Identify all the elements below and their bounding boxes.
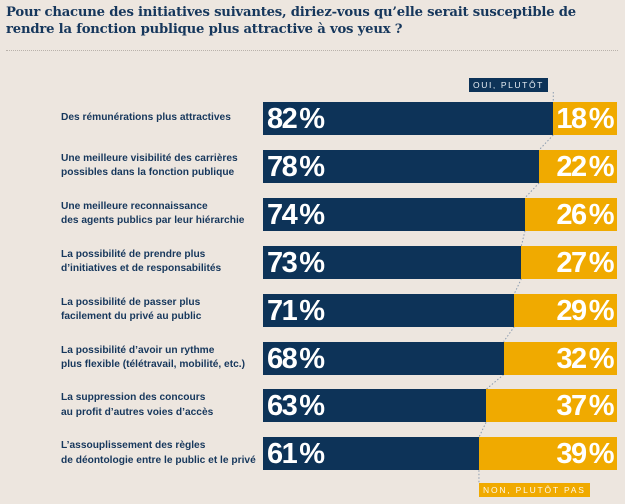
category-label-line: d’initiatives et de responsabilités: [61, 263, 222, 275]
legend-yes: OUI, PLUTÔT: [469, 78, 548, 92]
category-label: La possibilité de passer plus facilement …: [61, 294, 256, 327]
value-label-non: 26%: [556, 198, 615, 231]
percent-sign: %: [588, 438, 615, 471]
value-number: 68: [267, 342, 298, 375]
bar-non: 27%: [521, 245, 617, 279]
connector-line: [513, 278, 522, 294]
connector-line: [485, 374, 505, 390]
value-number: 78: [267, 150, 298, 183]
value-number: 22: [556, 150, 587, 183]
category-label: L’assouplissement des règles de déontolog…: [61, 437, 256, 470]
value-number: 82: [267, 103, 298, 135]
category-label-line: Des rémunérations plus attractives: [61, 112, 231, 124]
chart-title: Pour chacune des initiatives suivantes, …: [6, 5, 576, 37]
bar-non: 32%: [503, 341, 617, 375]
bar-oui: 68%: [263, 341, 504, 375]
connector-line: [520, 230, 526, 246]
connector-line: [503, 326, 515, 342]
percent-sign: %: [299, 198, 325, 231]
percent-sign: %: [299, 342, 325, 375]
category-label: Une meilleure visibilité des carrières po…: [61, 150, 256, 183]
value-number: 61: [267, 438, 298, 471]
bar-oui: 82%: [263, 102, 554, 135]
value-number: 26: [556, 198, 587, 231]
value-number: 29: [556, 294, 587, 327]
bar-non: 39%: [478, 437, 617, 471]
value-number: 18: [556, 103, 587, 135]
percent-sign: %: [299, 103, 325, 135]
percent-sign: %: [299, 246, 325, 279]
value-label-oui: 73%: [267, 246, 325, 279]
percent-sign: %: [299, 438, 325, 471]
value-label-non: 22%: [556, 150, 615, 183]
connector-line: [478, 422, 487, 438]
percent-sign: %: [299, 150, 325, 183]
value-label-non: 39%: [556, 437, 615, 471]
value-label-oui: 82%: [267, 102, 325, 135]
bar-oui: 78%: [263, 149, 540, 183]
category-label: Des rémunérations plus attractives: [61, 102, 256, 135]
category-label-line: L’assouplissement des règles: [61, 440, 206, 452]
value-label-non: 27%: [556, 246, 615, 279]
category-label: La suppression des concours au profit d’a…: [61, 389, 256, 422]
value-number: 74: [267, 198, 298, 231]
category-label-line: Une meilleure visibilité des carrières: [61, 152, 238, 164]
percent-sign: %: [588, 103, 615, 135]
category-label-line: possibles dans la fonction publique: [61, 167, 235, 179]
value-number: 71: [267, 294, 298, 327]
value-number: 39: [556, 438, 587, 471]
percent-sign: %: [588, 246, 615, 279]
value-label-oui: 63%: [267, 389, 325, 423]
bar-non: 26%: [524, 197, 617, 231]
bar-oui: 63%: [263, 389, 487, 423]
category-label: La possibilité de prendre plus d’initiati…: [61, 246, 256, 279]
bar-non: 29%: [514, 293, 617, 327]
value-number: 27: [556, 246, 587, 279]
category-label-line: des agents publics par leur hiérarchie: [61, 215, 245, 227]
value-label-oui: 71%: [267, 294, 325, 327]
bar-oui: 73%: [263, 245, 522, 279]
bar-non: 37%: [486, 389, 617, 423]
bar-oui: 74%: [263, 197, 525, 231]
value-label-oui: 74%: [267, 198, 325, 231]
category-label: La possibilité d’avoir un rythme plus fle…: [61, 342, 256, 375]
value-label-non: 29%: [556, 294, 615, 327]
category-label-line: La possibilité d’avoir un rythme: [61, 344, 215, 356]
category-label-line: La possibilité de passer plus: [61, 296, 201, 308]
percent-sign: %: [588, 294, 615, 327]
category-label-line: plus flexible (télétravail, mobilité, et…: [61, 359, 245, 370]
percent-sign: %: [299, 294, 325, 327]
bar-non: 22%: [539, 149, 617, 183]
value-label-non: 37%: [556, 389, 615, 423]
value-label-non: 32%: [556, 342, 615, 375]
percent-sign: %: [588, 390, 615, 423]
value-label-oui: 78%: [267, 150, 325, 183]
value-number: 73: [267, 246, 298, 279]
category-label-line: au profit d’autres voies d’accès: [61, 406, 214, 418]
bar-oui: 61%: [263, 437, 479, 471]
value-label-oui: 68%: [267, 342, 325, 375]
value-label-oui: 61%: [267, 437, 325, 471]
value-number: 37: [556, 390, 587, 423]
percent-sign: %: [588, 198, 615, 231]
percent-sign: %: [588, 342, 615, 375]
category-label-line: La suppression des concours: [61, 392, 206, 404]
category-label-line: de déontologie entre le public et le pri…: [61, 454, 256, 466]
category-label-line: facilement du privé au public: [61, 311, 202, 323]
value-number: 32: [556, 342, 587, 375]
value-label-non: 18%: [556, 102, 615, 135]
percent-sign: %: [588, 150, 615, 183]
legend-no: NON, PLUTÔT PAS: [479, 483, 590, 497]
percent-sign: %: [299, 390, 325, 423]
bar-oui: 71%: [263, 293, 515, 327]
bar-non: 18%: [553, 102, 617, 135]
title-divider: [6, 50, 618, 51]
value-number: 63: [267, 390, 298, 423]
category-label-line: Une meilleure reconnaissance: [61, 200, 208, 212]
category-label-line: La possibilité de prendre plus: [61, 248, 206, 260]
category-label: Une meilleure reconnaissance des agents p…: [61, 198, 256, 231]
